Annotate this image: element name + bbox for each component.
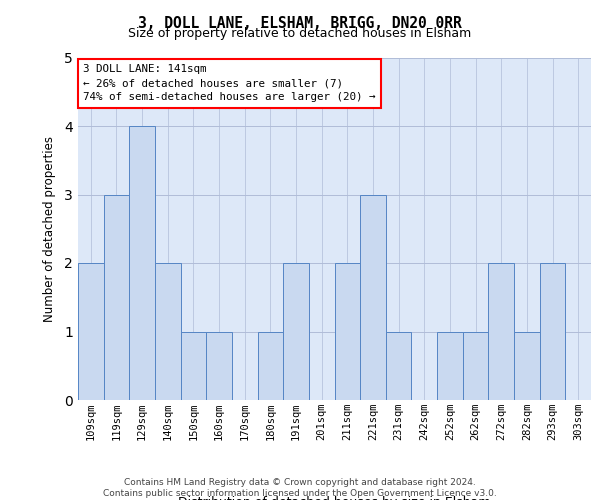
Bar xyxy=(130,126,155,400)
Bar xyxy=(78,263,104,400)
Y-axis label: Number of detached properties: Number of detached properties xyxy=(43,136,56,322)
X-axis label: Distribution of detached houses by size in Elsham: Distribution of detached houses by size … xyxy=(178,496,491,500)
Bar xyxy=(283,263,309,400)
Text: 3 DOLL LANE: 141sqm
← 26% of detached houses are smaller (7)
74% of semi-detache: 3 DOLL LANE: 141sqm ← 26% of detached ho… xyxy=(83,64,376,102)
Bar xyxy=(181,332,206,400)
Bar xyxy=(386,332,412,400)
Bar xyxy=(437,332,463,400)
Text: Size of property relative to detached houses in Elsham: Size of property relative to detached ho… xyxy=(128,28,472,40)
Bar xyxy=(335,263,360,400)
Text: Contains HM Land Registry data © Crown copyright and database right 2024.
Contai: Contains HM Land Registry data © Crown c… xyxy=(103,478,497,498)
Text: 3, DOLL LANE, ELSHAM, BRIGG, DN20 0RR: 3, DOLL LANE, ELSHAM, BRIGG, DN20 0RR xyxy=(138,16,462,31)
Bar xyxy=(257,332,283,400)
Bar xyxy=(488,263,514,400)
Bar xyxy=(360,194,386,400)
Bar xyxy=(206,332,232,400)
Bar xyxy=(514,332,540,400)
Bar xyxy=(104,194,130,400)
Bar xyxy=(155,263,181,400)
Bar xyxy=(463,332,488,400)
Bar xyxy=(540,263,565,400)
